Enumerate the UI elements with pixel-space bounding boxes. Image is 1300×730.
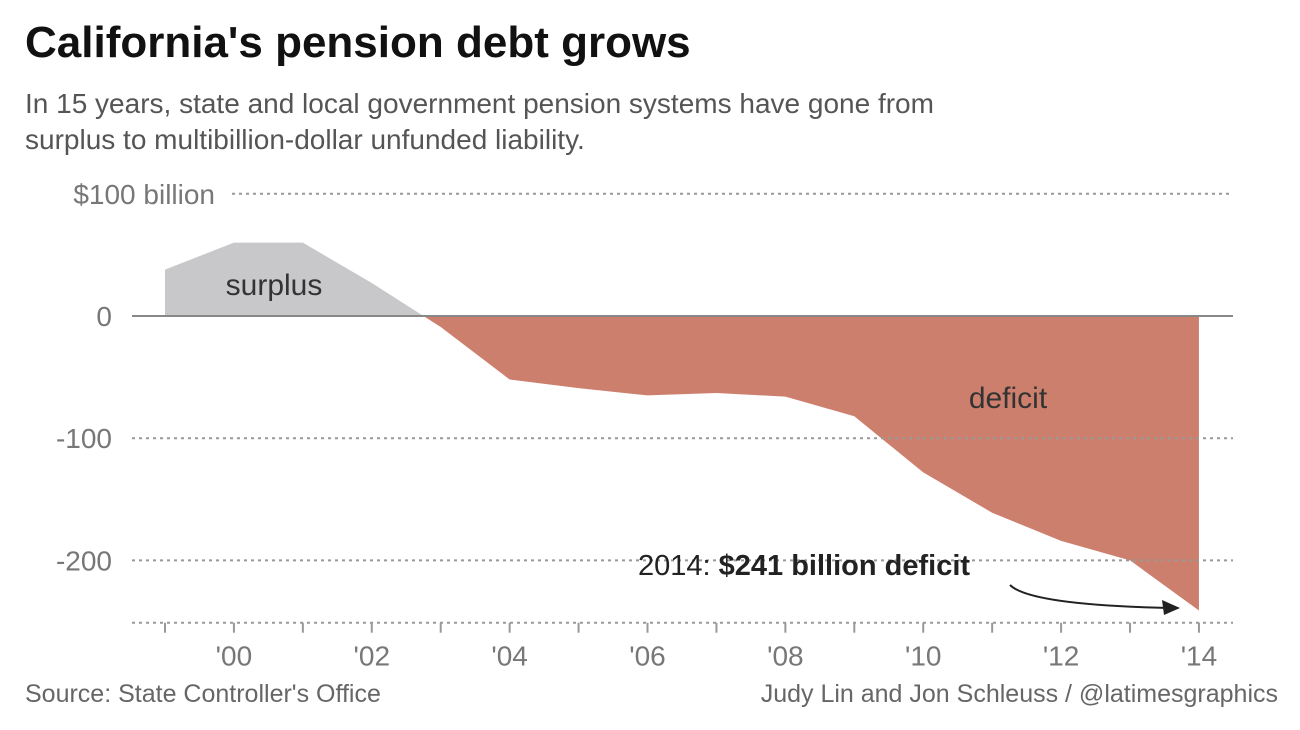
surplus-label: surplus [226,269,323,302]
y-tick-label: 0 [96,301,112,332]
credit-note: Judy Lin and Jon Schleuss / @latimesgrap… [760,680,1278,708]
surplus-area [165,242,424,316]
annotation-arrow [1009,584,1171,609]
x-tick-label: '08 [767,641,804,672]
x-tick-label: '06 [629,641,666,672]
chart-subtitle: In 15 years, state and local government … [25,88,934,155]
x-tick-label: '04 [491,641,528,672]
y-tick-label: -100 [56,423,112,454]
x-tick-label: '00 [216,641,253,672]
y-tick-label: -200 [56,545,112,576]
annotation: 2014: $241 billion deficit [638,550,970,582]
x-tick-label: '10 [905,641,942,672]
x-tick-label: '14 [1181,641,1218,672]
annotation-year: 2014: [638,550,719,582]
source-note: Source: State Controller's Office [25,680,381,708]
deficit-label: deficit [969,382,1048,415]
arrowhead-icon [1162,600,1180,615]
x-tick-label: '12 [1043,641,1080,672]
deficit-area [423,316,1199,611]
chart-title: California's pension debt grows [25,18,691,67]
y-tick-label: $100 billion [73,179,215,210]
annotation-value: $241 billion deficit [719,550,971,582]
x-tick-label: '02 [354,641,391,672]
